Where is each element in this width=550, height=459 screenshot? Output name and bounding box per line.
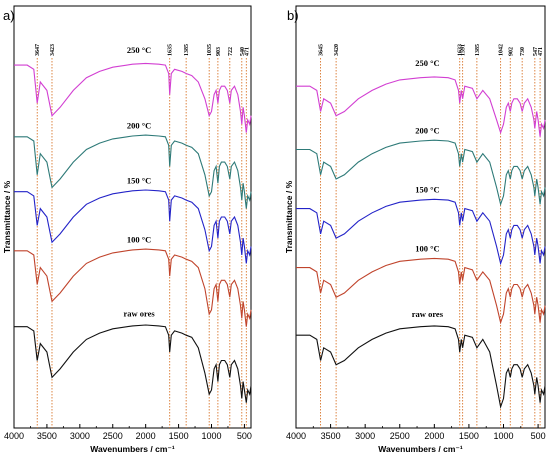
- peak-label: 730: [520, 47, 526, 56]
- series-line: [14, 248, 252, 327]
- peak-label: 3423: [50, 44, 56, 56]
- series-line: [296, 257, 546, 325]
- peak-label: 547: [533, 47, 539, 56]
- x-axis-title: Wavenumbers / cm⁻¹: [378, 444, 463, 454]
- x-tick-label: 3000: [70, 431, 90, 441]
- x-tick-label: 2500: [390, 431, 410, 441]
- y-axis-title: Transmittance / %: [284, 180, 294, 253]
- peak-label: 1385: [184, 44, 190, 56]
- peak-label: 1385: [475, 44, 481, 56]
- peak-label: 471: [538, 47, 544, 56]
- series-label: raw ores: [123, 309, 155, 319]
- peak-label: 3647: [35, 44, 41, 56]
- x-tick-label: 2500: [103, 431, 123, 441]
- x-tick-label: 500: [531, 431, 546, 441]
- series-label: 100 °C: [415, 244, 439, 254]
- series-label: raw ores: [412, 309, 444, 319]
- series-line: [296, 139, 546, 207]
- series-label: 250 °C: [127, 45, 151, 55]
- series-label: 250 °C: [415, 58, 439, 68]
- panel-label: b): [287, 8, 299, 23]
- peak-label: 1633: [458, 44, 464, 56]
- x-tick-label: 1500: [459, 431, 479, 441]
- peak-label: 903: [216, 47, 222, 56]
- series-line: [296, 325, 546, 410]
- x-axis-title: Wavenumbers / cm⁻¹: [90, 444, 175, 454]
- x-tick-label: 4000: [4, 431, 24, 441]
- x-tick-label: 2000: [136, 431, 156, 441]
- x-tick-label: 1000: [493, 431, 513, 441]
- series-line: [14, 324, 252, 403]
- peak-label: 471: [244, 47, 250, 56]
- series-label: 150 °C: [415, 185, 439, 195]
- y-axis-title: Transmittance / %: [2, 180, 12, 253]
- series-line: [296, 198, 546, 266]
- series-line: [14, 189, 252, 264]
- plot-frame: [13, 5, 252, 429]
- peak-label: 540: [240, 47, 246, 56]
- peak-label: 1635: [168, 44, 174, 56]
- x-tick-label: 1500: [169, 431, 189, 441]
- peak-label: 902: [508, 47, 514, 56]
- peak-label: 722: [228, 47, 234, 56]
- series-label: 200 °C: [127, 121, 151, 131]
- x-tick-label: 3000: [355, 431, 375, 441]
- series-label: 100 °C: [127, 235, 151, 245]
- peak-label: 3420: [334, 44, 340, 56]
- series-label: 200 °C: [415, 125, 439, 135]
- x-tick-label: 2000: [424, 431, 444, 441]
- series-line: [14, 134, 252, 209]
- peak-label: 3645: [319, 44, 325, 56]
- plot-frame: [295, 5, 546, 429]
- peak-label: 1591: [461, 44, 467, 56]
- x-tick-label: 1000: [201, 431, 221, 441]
- x-tick-label: 4000: [286, 431, 306, 441]
- series-line: [14, 62, 252, 133]
- series-line: [296, 76, 546, 137]
- x-tick-label: 3500: [37, 431, 57, 441]
- x-tick-label: 3500: [321, 431, 341, 441]
- series-label: 150 °C: [127, 176, 151, 186]
- panel-label: a): [3, 8, 15, 23]
- peak-label: 1035: [207, 44, 213, 56]
- peak-label: 1042: [499, 44, 505, 56]
- x-tick-label: 500: [237, 431, 252, 441]
